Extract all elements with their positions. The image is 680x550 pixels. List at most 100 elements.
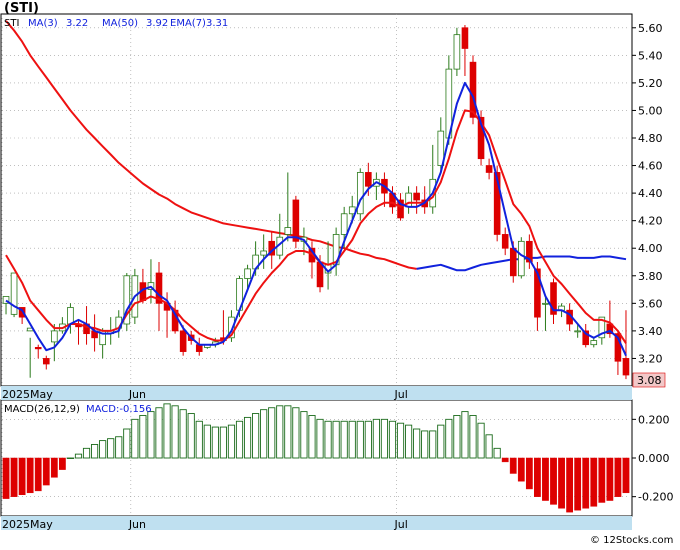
candle-body — [2, 296, 10, 304]
price-tick-label: 3.20 — [638, 352, 663, 365]
price-x-labels: 2025MayJunJulAug — [2, 388, 408, 401]
macd-bar — [316, 418, 324, 459]
candle-body — [292, 199, 300, 242]
macd-bar — [211, 426, 219, 459]
macd-bar — [34, 457, 42, 492]
macd-bar — [380, 418, 389, 459]
macd-bar — [195, 420, 203, 459]
candle-body — [18, 307, 26, 318]
legend-ma3-label: MA(3) — [28, 18, 58, 29]
price-tick-labels: 3.20 3.40 3.60 3.80 4.00 4.20 4.40 4.60 4.80 5.00… — [638, 22, 663, 366]
candle-body — [509, 247, 517, 277]
macd-tick-labels: 0.200 0.000 -0.200 — [638, 413, 673, 503]
candle-body — [493, 172, 501, 235]
candle-body — [413, 192, 420, 201]
candle-body — [260, 250, 267, 256]
x-axis-label: Jul — [394, 388, 408, 401]
candle-body — [574, 330, 581, 333]
macd-tick-label: -0.200 — [638, 491, 673, 504]
macd-bar — [517, 457, 525, 482]
last-price-tag — [632, 372, 666, 388]
macd-bar — [509, 457, 517, 474]
price-tick-label: 4.60 — [638, 160, 663, 173]
candle-body — [542, 302, 549, 305]
macd-bar — [340, 420, 348, 459]
macd-bar — [147, 411, 155, 459]
macd-bar — [421, 430, 429, 459]
price-tick-label: 5.40 — [638, 49, 663, 62]
macd-bar — [485, 434, 493, 459]
macd-bar — [276, 405, 284, 459]
macd-bar — [139, 415, 147, 459]
macd-bar — [10, 457, 18, 497]
macd-bar — [566, 457, 574, 513]
candle-body — [34, 347, 42, 350]
ema7-line — [5, 109, 627, 344]
macd-bar — [477, 422, 485, 459]
candle-body — [228, 316, 235, 339]
x-axis-label: 2025May — [2, 388, 53, 401]
macd-bar — [332, 420, 340, 459]
candle-body — [582, 330, 590, 346]
price-tick-label: 5.20 — [638, 77, 663, 90]
macd-bar — [542, 457, 549, 501]
candle-body — [461, 27, 469, 49]
candle-body — [179, 330, 187, 352]
candle-body — [622, 358, 630, 376]
macd-bar — [598, 457, 606, 503]
legend-ma50-value: 3.92 — [146, 18, 168, 29]
candle-body — [526, 240, 533, 263]
macd-bar — [123, 428, 131, 459]
macd-bar — [203, 424, 211, 459]
macd-bar — [453, 415, 461, 459]
candle-body — [453, 34, 461, 70]
price-x-axis-bar — [1, 386, 632, 400]
macd-bar — [155, 407, 163, 459]
macd-bar — [292, 407, 300, 459]
price-tick-label: 4.40 — [638, 187, 663, 200]
macd-bar — [163, 403, 171, 459]
macd-bar — [187, 413, 195, 459]
macd-bar — [590, 457, 598, 507]
macd-bar — [171, 405, 179, 459]
macd-bar — [445, 418, 453, 459]
macd-bar — [284, 405, 292, 459]
macd-bar — [388, 420, 397, 459]
candle-body — [365, 172, 372, 187]
candle-body — [123, 275, 131, 325]
macd-bar — [493, 447, 501, 459]
macd-bar — [558, 457, 565, 509]
macd-bar — [364, 420, 372, 459]
macd-bar — [66, 457, 75, 459]
macd-tick-label: 0.200 — [638, 413, 670, 426]
candle-body — [550, 282, 557, 315]
legend-ma3-value: 3.22 — [66, 18, 88, 29]
candle-body — [348, 206, 356, 215]
macd-bar — [58, 457, 66, 470]
macd-bar — [308, 415, 316, 459]
price-tick-label: 3.60 — [638, 297, 663, 310]
x-axis-label: Jun — [128, 518, 146, 531]
candle-body — [598, 316, 606, 339]
macd-bar — [82, 447, 91, 459]
candle-body — [534, 268, 541, 318]
ma3-line — [5, 81, 627, 357]
macd-bar — [2, 457, 10, 499]
macd-bar — [99, 440, 107, 459]
candle-body — [244, 268, 251, 279]
candle-body — [501, 234, 509, 249]
price-tick-label: 3.80 — [638, 270, 663, 283]
macd-bar — [372, 418, 380, 459]
candle-body — [590, 340, 598, 346]
candle-body — [397, 199, 404, 219]
macd-bar — [107, 438, 115, 459]
macd-bar — [227, 424, 236, 459]
price-tick-label: 5.00 — [638, 104, 663, 117]
macd-bar — [219, 426, 228, 459]
macd-bar — [260, 409, 268, 459]
candle-body — [340, 213, 348, 235]
macd-bar — [179, 409, 187, 459]
price-tick-label: 4.20 — [638, 215, 663, 228]
macd-bar — [50, 457, 58, 478]
candle-body — [469, 61, 477, 118]
